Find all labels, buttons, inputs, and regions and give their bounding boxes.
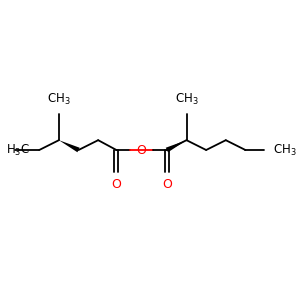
Text: CH$_3$: CH$_3$	[47, 92, 71, 106]
Text: O: O	[137, 143, 147, 157]
Text: O: O	[112, 178, 121, 191]
Polygon shape	[166, 140, 187, 152]
Text: CH$_3$: CH$_3$	[274, 142, 297, 158]
Text: H$_3$C: H$_3$C	[6, 142, 30, 158]
Polygon shape	[59, 140, 80, 152]
Text: O: O	[162, 178, 172, 191]
Text: CH$_3$: CH$_3$	[175, 92, 198, 106]
